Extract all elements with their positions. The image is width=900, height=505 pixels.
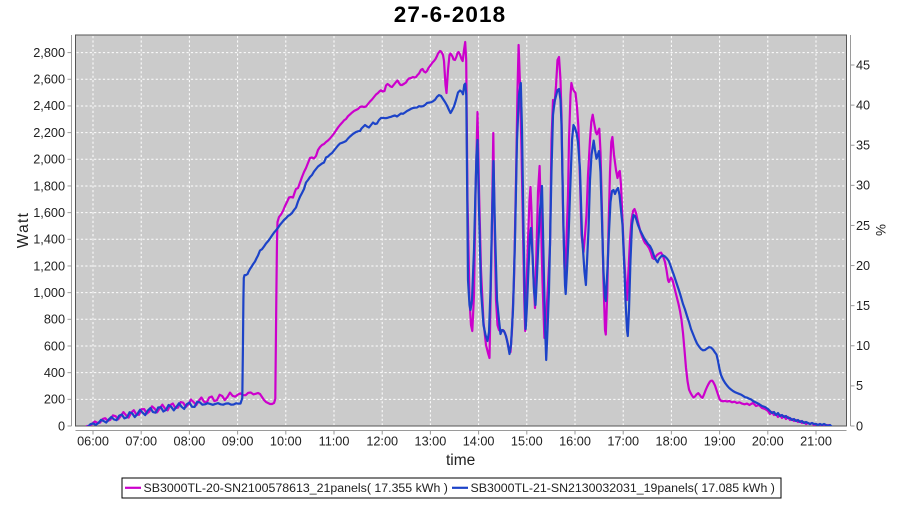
svg-text:30: 30 — [856, 179, 870, 193]
svg-text:2,200: 2,200 — [33, 126, 65, 140]
svg-text:20: 20 — [856, 259, 870, 273]
svg-text:1,600: 1,600 — [33, 206, 65, 220]
svg-text:1,000: 1,000 — [33, 286, 65, 300]
svg-text:14:00: 14:00 — [463, 435, 495, 449]
svg-text:1,400: 1,400 — [33, 233, 65, 247]
svg-text:0: 0 — [58, 419, 65, 433]
svg-text:1,800: 1,800 — [33, 179, 65, 193]
svg-text:17:00: 17:00 — [607, 435, 639, 449]
svg-text:20:00: 20:00 — [752, 435, 784, 449]
svg-text:400: 400 — [44, 366, 65, 380]
svg-text:35: 35 — [856, 139, 870, 153]
svg-text:SB3000TL-21-SN2130032031_19pan: SB3000TL-21-SN2130032031_19panels( 17.08… — [471, 481, 775, 495]
svg-text:16:00: 16:00 — [559, 435, 591, 449]
svg-text:10: 10 — [856, 339, 870, 353]
svg-text:19:00: 19:00 — [704, 435, 736, 449]
svg-text:11:00: 11:00 — [319, 435, 350, 449]
svg-text:2,400: 2,400 — [33, 99, 65, 113]
svg-text:800: 800 — [44, 313, 65, 327]
svg-text:2,000: 2,000 — [33, 153, 65, 167]
svg-text:13:00: 13:00 — [415, 435, 447, 449]
svg-text:27-6-2018: 27-6-2018 — [394, 2, 506, 27]
svg-text:1,200: 1,200 — [33, 259, 65, 273]
svg-text:07:00: 07:00 — [125, 435, 157, 449]
svg-text:25: 25 — [856, 219, 870, 233]
svg-text:45: 45 — [856, 58, 870, 72]
svg-text:0: 0 — [856, 419, 863, 433]
svg-text:5: 5 — [856, 379, 863, 393]
svg-text:40: 40 — [856, 98, 870, 112]
svg-text:200: 200 — [44, 393, 65, 407]
svg-text:09:00: 09:00 — [222, 435, 254, 449]
svg-text:10:00: 10:00 — [270, 435, 302, 449]
svg-text:2,800: 2,800 — [33, 46, 65, 60]
svg-text:06:00: 06:00 — [77, 435, 109, 449]
svg-text:12:00: 12:00 — [366, 435, 398, 449]
svg-text:15:00: 15:00 — [511, 435, 543, 449]
svg-text:SB3000TL-20-SN2100578613_21pan: SB3000TL-20-SN2100578613_21panels( 17.35… — [144, 481, 448, 495]
svg-text:2,600: 2,600 — [33, 73, 65, 87]
svg-text:600: 600 — [44, 339, 65, 353]
svg-text:21:00: 21:00 — [800, 435, 832, 449]
svg-text:Watt: Watt — [15, 212, 32, 249]
svg-text:%: % — [873, 224, 888, 236]
svg-text:15: 15 — [856, 299, 870, 313]
svg-text:18:00: 18:00 — [656, 435, 688, 449]
svg-text:time: time — [446, 452, 475, 469]
svg-text:08:00: 08:00 — [174, 435, 206, 449]
